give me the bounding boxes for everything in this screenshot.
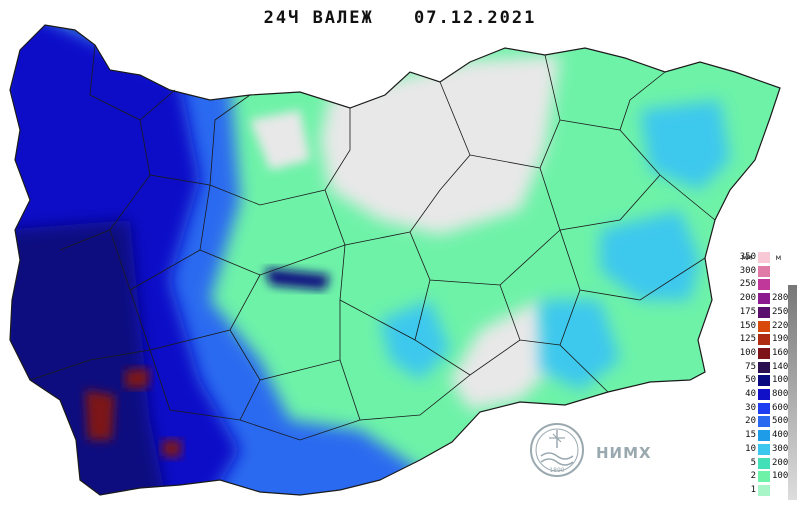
precipitation-legend: 350 300 250 200 2800 175 2500 150 2200 125 1900 100… (736, 252, 800, 517)
legend-row: 1 (736, 484, 800, 496)
legend-row: 75 1400 (736, 361, 800, 373)
legend-row: 15 400 (736, 430, 800, 442)
legend-h-label: 300 (772, 443, 789, 454)
legend-h-label: 100 (772, 471, 789, 482)
legend-mm-label: 15 (745, 430, 756, 441)
legend-mm-label: 10 (745, 443, 756, 454)
legend-mm-label: 1 (750, 484, 756, 495)
legend-swatch (758, 252, 770, 263)
legend-h-label: 200 (772, 457, 789, 468)
legend-mm-label: 300 (739, 265, 756, 276)
precip-zone (125, 368, 150, 388)
map-title: 24Ч ВАЛЕЖ 07.12.2021 (0, 8, 800, 28)
legend-row: 350 (736, 252, 800, 263)
legend-row: 125 1900 (736, 334, 800, 346)
precip-zone (320, 55, 560, 235)
precip-zone (450, 300, 560, 410)
legend-h-label: 1600 (772, 347, 794, 358)
precip-zone (85, 390, 115, 440)
legend-row: 2 100 (736, 471, 800, 483)
legend-mm-label: 250 (739, 279, 756, 290)
legend-row: 40 800 (736, 389, 800, 400)
country-border (9, 24, 781, 496)
province-borders (29, 44, 716, 441)
legend-h-label: 1000 (772, 375, 794, 386)
legend-mm-label: 5 (750, 457, 756, 468)
legend-unit-mm: мм (742, 253, 752, 262)
legend-row: 200 2800 (736, 293, 800, 305)
legend-mm-label: 125 (739, 334, 756, 345)
legend-mm-label: 2 (750, 471, 756, 482)
legend-h-label: 1400 (772, 361, 794, 372)
legend-swatch (758, 334, 770, 346)
legend-swatch (758, 279, 770, 291)
legend-h-label: 1900 (772, 334, 794, 345)
legend-mm-label: 100 (739, 347, 756, 358)
legend-h-label: 600 (772, 402, 789, 413)
precip-zone (265, 268, 330, 290)
legend-swatch (758, 306, 770, 318)
logo-text: НИМХ (596, 444, 652, 462)
legend-h-label: 400 (772, 430, 789, 441)
legend-mm-label: 40 (745, 389, 756, 399)
legend-row: 5 200 (736, 457, 800, 469)
precip-zone (250, 110, 310, 170)
legend-mm-label: 30 (745, 402, 756, 413)
legend-swatch (758, 484, 770, 496)
legend-h-label: 2200 (772, 320, 794, 331)
legend-row: 100 1600 (736, 347, 800, 359)
legend-row: 175 2500 (736, 306, 800, 318)
legend-h-label: 2500 (772, 306, 794, 317)
legend-mm-label: 200 (739, 293, 756, 304)
legend-mm-label: 150 (739, 320, 756, 331)
title-date: 07.12.2021 (414, 8, 537, 28)
legend-swatch (758, 347, 770, 359)
legend-swatch (758, 389, 770, 400)
legend-swatch (758, 416, 770, 428)
nimh-logo: 1890 (530, 423, 584, 477)
legend-swatch (758, 471, 770, 483)
legend-swatch (758, 265, 770, 277)
precip-zone (162, 440, 182, 458)
legend-h-label: 800 (772, 389, 789, 399)
legend-h-label: 2800 (772, 293, 794, 304)
legend-h-label: 500 (772, 416, 789, 427)
legend-swatch (758, 402, 770, 414)
legend-row: 50 1000 (736, 375, 800, 387)
legend-unit-h: м (776, 253, 781, 262)
legend-swatch (758, 457, 770, 469)
legend-mm-label: 75 (745, 361, 756, 372)
legend-row: 10 300 (736, 443, 800, 455)
legend-swatch (758, 375, 770, 387)
logo-year: 1890 (549, 467, 564, 474)
legend-swatch (758, 320, 770, 332)
legend-mm-label: 50 (745, 375, 756, 386)
legend-row: 30 600 (736, 402, 800, 414)
legend-row: 150 2200 (736, 320, 800, 332)
legend-row: 300 (736, 265, 800, 277)
legend-swatch (758, 361, 770, 373)
legend-row: 250 (736, 279, 800, 291)
legend-mm-label: 175 (739, 306, 756, 317)
legend-mm-label: 350 (739, 252, 756, 262)
title-label: 24Ч ВАЛЕЖ (263, 8, 374, 28)
legend-row: 20 500 (736, 416, 800, 428)
precip-zone (640, 100, 730, 190)
legend-swatch (758, 443, 770, 455)
legend-swatch (758, 293, 770, 305)
precip-zone (540, 300, 620, 390)
legend-swatch (758, 430, 770, 442)
elevation-scale-bar (788, 285, 797, 500)
legend-mm-label: 20 (745, 416, 756, 427)
